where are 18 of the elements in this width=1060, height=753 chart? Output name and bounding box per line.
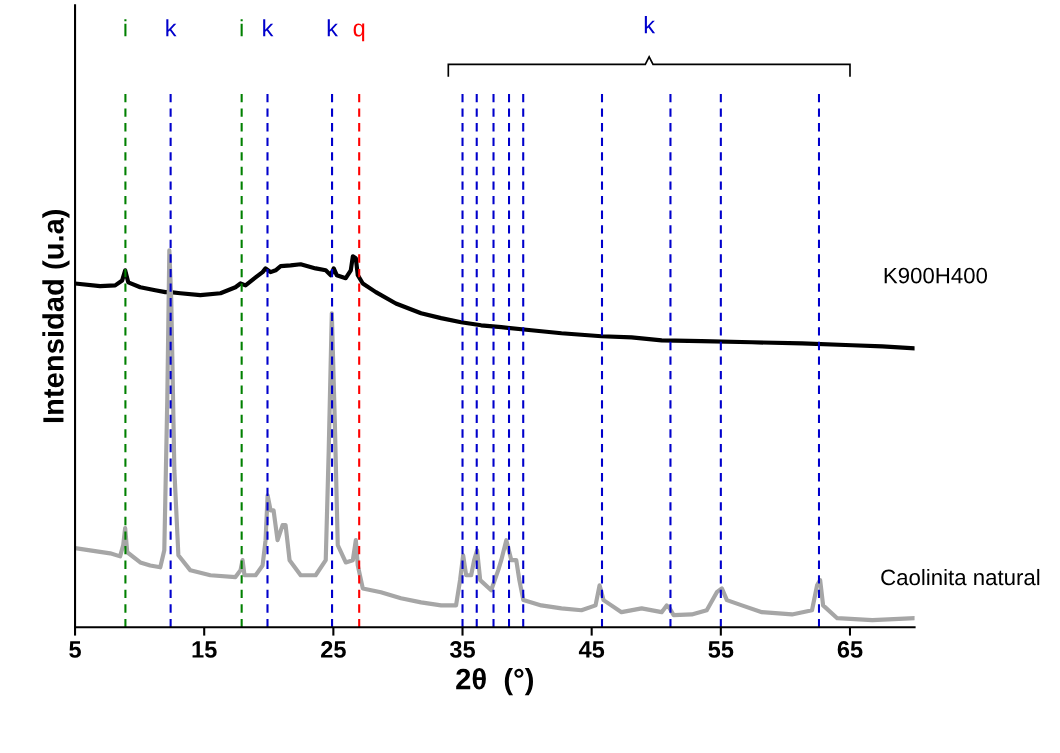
ref-line-label: k	[263, 19, 274, 37]
x-tick-label: 15	[192, 641, 217, 658]
x-tick-label: 65	[837, 641, 863, 658]
x-tick-label: 45	[578, 641, 605, 658]
series-label: Caolinita natural	[881, 568, 1040, 586]
x-tick-label: 35	[449, 641, 475, 658]
x-tick-label: 55	[708, 641, 734, 658]
text: K900H400	[884, 267, 988, 284]
x-axis-title: 2θ (°)	[456, 668, 533, 696]
ref-line-label: k	[327, 19, 339, 37]
x-tick-label: 25	[321, 641, 346, 658]
ref-line-label: q	[353, 23, 365, 42]
text: k	[644, 16, 656, 34]
ref-line-label: i	[240, 19, 243, 37]
x-tick-label: 5	[69, 641, 81, 658]
ref-line-label: k	[166, 19, 177, 37]
y-axis-title: Intensidad (u.a)	[42, 209, 70, 423]
ref-line-label: i	[124, 19, 127, 37]
